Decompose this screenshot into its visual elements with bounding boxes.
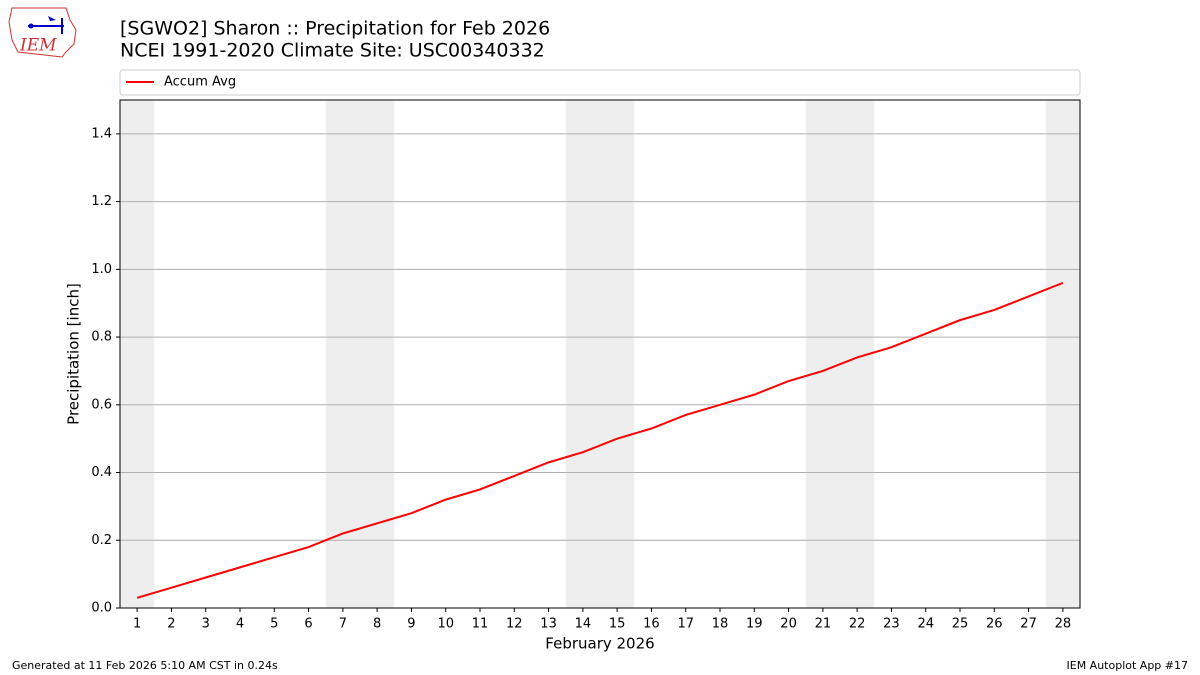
y-axis-label: Precipitation [inch] [65,283,83,425]
x-tick-label: 2 [167,617,175,632]
x-tick-label: 12 [506,617,523,632]
weekend-band [1045,100,1080,608]
x-tick-label: 13 [540,617,557,632]
chart-title: [SGWO2] Sharon :: Precipitation for Feb … [120,18,550,40]
x-tick-label: 17 [677,617,694,632]
x-tick-label: 6 [304,617,312,632]
y-tick-label: 0.6 [91,397,112,412]
x-tick-label: 22 [849,617,866,632]
x-axis-label: February 2026 [545,635,654,653]
weekend-band [325,100,395,608]
footer-right: IEM Autoplot App #17 [1067,659,1189,672]
x-tick-label: 5 [270,617,278,632]
weekend-band [805,100,875,608]
y-tick-label: 1.2 [91,194,112,209]
x-tick-label: 15 [609,617,626,632]
plot-frame [119,99,1081,609]
x-tick-label: 4 [236,617,244,632]
weekend-band [565,100,635,608]
x-tick-label: 18 [712,617,729,632]
weekend-band [120,100,155,608]
y-tick-label: 1.4 [91,126,112,141]
x-tick-label: 26 [986,617,1003,632]
x-tick-label: 28 [1055,617,1072,632]
x-tick-label: 3 [202,617,210,632]
x-tick-label: 8 [373,617,381,632]
chart-subtitle: NCEI 1991-2020 Climate Site: USC00340332 [120,40,545,62]
x-tick-label: 9 [407,617,415,632]
y-tick-label: 0.4 [91,465,112,480]
x-tick-label: 27 [1020,617,1037,632]
x-tick-label: 16 [643,617,660,632]
footer-left: Generated at 11 Feb 2026 5:10 AM CST in … [12,659,278,672]
y-tick-label: 0.2 [91,533,112,548]
logo-text: IEM [19,36,57,56]
x-tick-label: 11 [472,617,489,632]
x-tick-label: 21 [815,617,832,632]
logo: IEM [8,7,77,58]
data-line [136,281,1064,599]
x-tick-label: 14 [575,617,592,632]
x-tick-label: 24 [917,617,934,632]
x-tick-label: 19 [746,617,763,632]
legend-label: Accum Avg [164,75,236,90]
y-tick-label: 1.0 [91,262,112,277]
x-tick-label: 20 [780,617,797,632]
x-tick-label: 1 [133,617,141,632]
legend-box [119,69,1081,96]
x-tick-label: 7 [339,617,347,632]
x-tick-label: 25 [952,617,969,632]
x-tick-label: 10 [437,617,454,632]
y-tick-label: 0.8 [91,330,112,345]
x-tick-label: 23 [883,617,900,632]
y-tick-label: 0.0 [91,601,112,616]
